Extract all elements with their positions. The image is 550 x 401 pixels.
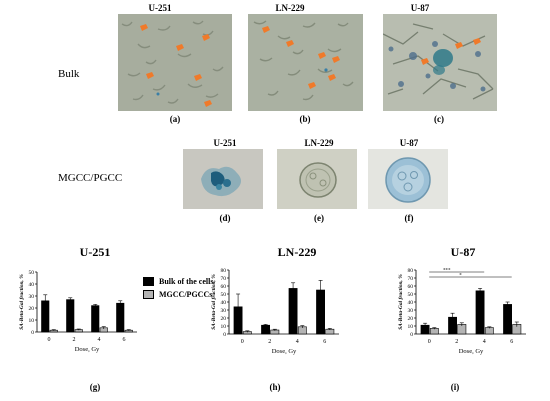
y-tick-label: 50 (29, 270, 35, 276)
header-ln229-bulk: LN-229 (275, 3, 305, 13)
micrograph-c (383, 14, 497, 111)
x-tick-label: 6 (123, 337, 126, 343)
y-tick-label: 40 (408, 300, 414, 306)
chart-legend: Bulk of the cells MGCC/PGCCs (143, 276, 213, 300)
bar-mgcc (484, 327, 494, 335)
y-tick-label: 10 (408, 324, 414, 330)
y-tick-label: 50 (408, 292, 414, 298)
y-axis-label: SA-Beta-Gal fraction, % (398, 274, 404, 330)
legend-label-mgcc: MGCC/PGCCs (159, 290, 213, 299)
x-tick-label: 6 (510, 339, 513, 345)
y-tick-label: 20 (29, 306, 35, 312)
y-axis-label: SA-Beta-Gal fraction, % (19, 274, 25, 330)
significance-label: *** (443, 269, 451, 274)
x-tick-label: 0 (48, 337, 51, 343)
bar-bulk (91, 305, 100, 333)
bar-bulk (116, 302, 125, 333)
x-tick-label: 0 (241, 339, 244, 345)
y-tick-label: 50 (221, 292, 227, 298)
panel-letter-b: (b) (299, 114, 311, 124)
legend-swatch-bulk (143, 277, 154, 286)
x-tick-label: 4 (98, 337, 101, 343)
panel-letter-e: (e) (314, 213, 324, 223)
y-tick-label: 70 (221, 276, 227, 282)
x-tick-label: 4 (483, 339, 486, 345)
y-tick-label: 40 (29, 282, 35, 288)
y-tick-label: 0 (31, 330, 34, 336)
x-tick-label: 2 (455, 339, 458, 345)
legend-swatch-mgcc (143, 290, 154, 299)
y-tick-label: 30 (408, 308, 414, 314)
x-tick-label: 2 (73, 337, 76, 343)
y-axis-label: SA-Beta-Gal fraction, % (211, 274, 217, 330)
micrograph-e (277, 149, 357, 209)
y-tick-label: 60 (221, 284, 227, 290)
y-tick-label: 60 (408, 284, 414, 290)
micrograph-f (368, 149, 448, 209)
legend-item-mgcc: MGCC/PGCCs (143, 289, 213, 300)
y-tick-label: 30 (221, 308, 227, 314)
y-tick-label: 0 (410, 332, 413, 338)
header-u251-mgcc: U-251 (213, 138, 237, 148)
panel-letter-a: (a) (169, 114, 181, 124)
x-axis-label: Dose, Gy (459, 348, 484, 355)
y-tick-label: 10 (221, 324, 227, 330)
x-tick-label: 6 (323, 339, 326, 345)
row-label-mgcc: MGCC/PGCC (58, 172, 123, 184)
y-tick-label: 10 (29, 318, 35, 324)
panel-letter-h: (h) (269, 382, 281, 392)
panel-letter-i: (i) (450, 382, 460, 392)
header-u87-mgcc: U-87 (399, 138, 419, 148)
bar-bulk (66, 299, 75, 333)
row-label-bulk: Bulk (58, 68, 80, 80)
x-axis-label: Dose, Gy (272, 348, 297, 355)
y-tick-label: 30 (29, 294, 35, 300)
significance-label: * (459, 274, 462, 279)
y-tick-label: 70 (408, 276, 414, 282)
y-tick-label: 0 (223, 332, 226, 338)
panel-letter-c: (c) (434, 114, 444, 124)
y-tick-label: 20 (221, 316, 227, 322)
chart-title-u251: U-251 (79, 245, 111, 259)
y-tick-label: 20 (408, 316, 414, 322)
bar-chart-u251: 0 10 20 30 40 50 SA-Beta-Gal fraction, % 0 2 4 6 Do… (19, 270, 137, 353)
x-axis-label: Dose, Gy (75, 346, 100, 353)
y-tick-label: 80 (221, 268, 227, 274)
bar-mgcc (429, 328, 439, 335)
chart-title-u87: U-87 (450, 245, 476, 259)
header-u87-bulk: U-87 (410, 3, 430, 13)
header-ln229-mgcc: LN-229 (304, 138, 334, 148)
x-tick-label: 4 (296, 339, 299, 345)
x-tick-label: 0 (428, 339, 431, 345)
chart-title-ln229: LN-229 (277, 245, 317, 259)
bar-bulk (503, 304, 512, 335)
bar-bulk (475, 290, 485, 335)
y-tick-label: 80 (408, 268, 414, 274)
legend-item-bulk: Bulk of the cells (143, 276, 213, 287)
legend-label-bulk: Bulk of the cells (159, 277, 214, 286)
panel-letter-d: (d) (219, 213, 231, 223)
panel-letter-f: (f) (404, 213, 414, 223)
micrograph-b (248, 14, 363, 111)
y-tick-label: 40 (221, 300, 227, 306)
header-u251-bulk: U-251 (148, 3, 172, 13)
micrograph-d (183, 149, 263, 209)
panel-letter-g: (g) (89, 382, 101, 392)
x-tick-label: 2 (268, 339, 271, 345)
bar-bulk (261, 324, 271, 335)
micrograph-a (118, 14, 232, 111)
bar-bulk (288, 288, 298, 335)
